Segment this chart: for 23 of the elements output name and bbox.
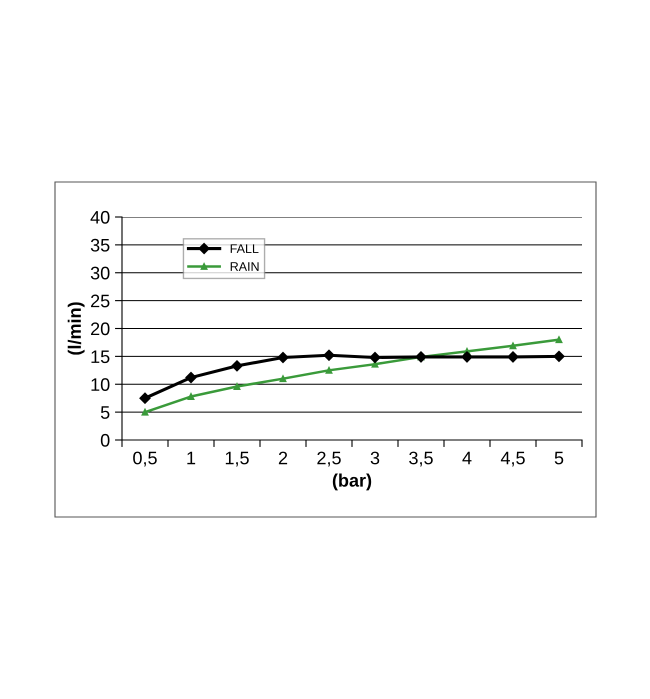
- x-tick-label: 2,5: [317, 452, 341, 467]
- x-tick-label: 1: [187, 452, 196, 464]
- legend-label: RAIN: [230, 262, 259, 271]
- y-tick-label: 25: [91, 294, 110, 308]
- x-axis-title: (bar): [332, 474, 372, 490]
- y-tick-label: 0: [100, 434, 110, 447]
- y-tick-label: 10: [91, 378, 110, 391]
- x-tick-label: 5: [554, 452, 564, 464]
- x-tick-label: 1,5: [226, 452, 249, 467]
- x-tick-label: 3: [370, 452, 380, 464]
- x-tick-label: 3,5: [409, 452, 433, 467]
- y-tick-label: 20: [91, 322, 110, 336]
- y-tick-label: 35: [90, 238, 110, 252]
- y-axis-title: (l/min): [68, 302, 85, 355]
- y-tick-label: 15: [91, 350, 110, 364]
- y-tick-label: 5: [100, 406, 110, 419]
- y-tick-label: 40: [90, 210, 110, 224]
- x-tick-label: 0,5: [133, 452, 157, 467]
- x-tick-label: 2: [278, 452, 288, 464]
- y-tick-label: 30: [90, 266, 110, 280]
- x-tick-label: 4,5: [500, 452, 525, 467]
- legend-label: FALL: [230, 244, 258, 253]
- x-tick-label: 4: [462, 452, 472, 464]
